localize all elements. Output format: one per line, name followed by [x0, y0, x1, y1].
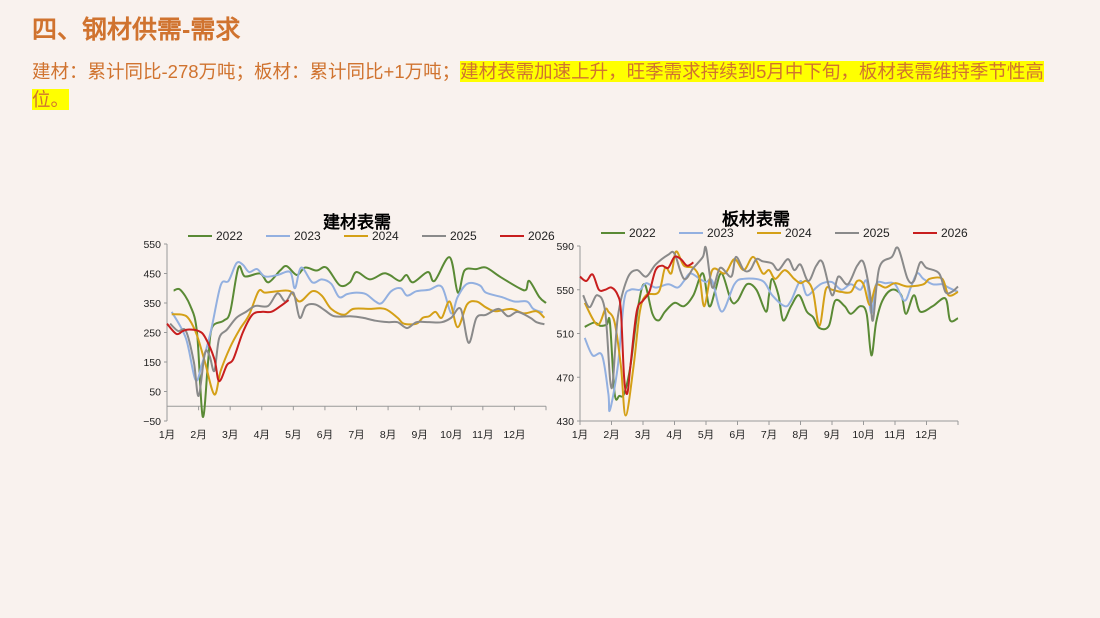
x-tick-label: 12月: [503, 429, 525, 441]
x-tick-label: 9月: [411, 429, 427, 441]
y-tick-label: 250: [143, 328, 161, 340]
x-tick-label: 4月: [254, 429, 270, 441]
summary-text: 建材：累计同比-278万吨；板材：累计同比+1万吨；建材表需加速上升，旺季需求持…: [32, 58, 1072, 114]
legend-label-2022: 2022: [216, 229, 243, 243]
summary-plain: 建材：累计同比-278万吨；板材：累计同比+1万吨；: [32, 61, 461, 82]
legend-label-2025: 2025: [450, 229, 477, 243]
y-tick-label: 470: [556, 372, 574, 384]
series-line-2024: [583, 250, 959, 417]
legend-label-2024: 2024: [785, 226, 812, 240]
x-tick-label: 10月: [852, 429, 874, 441]
x-tick-label: 8月: [380, 429, 396, 441]
series-line-2023: [583, 272, 959, 413]
series-line-2022: [584, 272, 959, 401]
chart-1: 建材表需 2022 2023 2024 2025 2026 550 450 350 250 150 5…: [143, 212, 555, 441]
x-tick-label: 7月: [348, 429, 364, 441]
x-tick-label: 1月: [159, 429, 175, 441]
y-tick-label: 430: [556, 416, 574, 428]
series-line-2025: [582, 245, 959, 390]
legend-label-2024: 2024: [372, 229, 399, 243]
legend-label-2023: 2023: [707, 226, 734, 240]
y-tick-label: 50: [149, 387, 161, 399]
y-tick-label: 510: [556, 329, 574, 341]
series-line-2024: [171, 288, 546, 396]
legend-label-2026: 2026: [528, 229, 555, 243]
x-tick-label: 3月: [222, 429, 238, 441]
chart-title: 板材表需: [722, 209, 790, 230]
x-tick-label: 4月: [666, 429, 682, 441]
x-tick-label: 3月: [635, 429, 651, 441]
y-tick-label: 350: [143, 298, 161, 310]
legend-label-2023: 2023: [294, 229, 321, 243]
y-tick-label: −50: [143, 416, 161, 428]
series-line-2026: [579, 255, 694, 396]
y-tick-label: 550: [143, 239, 161, 251]
x-tick-label: 6月: [729, 429, 745, 441]
x-tick-label: 7月: [761, 429, 777, 441]
y-tick-label: 150: [143, 357, 161, 369]
legend-label-2025: 2025: [863, 226, 890, 240]
page-title: 四、钢材供需-需求: [32, 16, 241, 44]
x-tick-label: 2月: [603, 429, 619, 441]
x-tick-label: 11月: [472, 429, 493, 441]
legend-label-2022: 2022: [629, 226, 656, 240]
x-tick-label: 8月: [792, 429, 808, 441]
legend-label-2026: 2026: [941, 226, 968, 240]
x-tick-label: 5月: [285, 429, 301, 441]
chart-title: 建材表需: [323, 212, 391, 233]
x-tick-label: 2月: [190, 429, 206, 441]
x-tick-label: 11月: [884, 429, 905, 441]
y-tick-label: 590: [556, 241, 574, 253]
x-tick-label: 5月: [698, 429, 714, 441]
x-tick-label: 9月: [824, 429, 840, 441]
x-tick-label: 1月: [572, 429, 588, 441]
y-tick-label: 550: [556, 285, 574, 297]
x-tick-label: 6月: [317, 429, 333, 441]
x-tick-label: 12月: [915, 429, 937, 441]
series-line-2025: [169, 291, 545, 397]
y-tick-label: 450: [143, 269, 161, 281]
series-line-2023: [170, 261, 544, 382]
x-tick-label: 10月: [440, 429, 462, 441]
series-line-2022: [173, 256, 547, 418]
series-line-2026: [166, 299, 290, 383]
